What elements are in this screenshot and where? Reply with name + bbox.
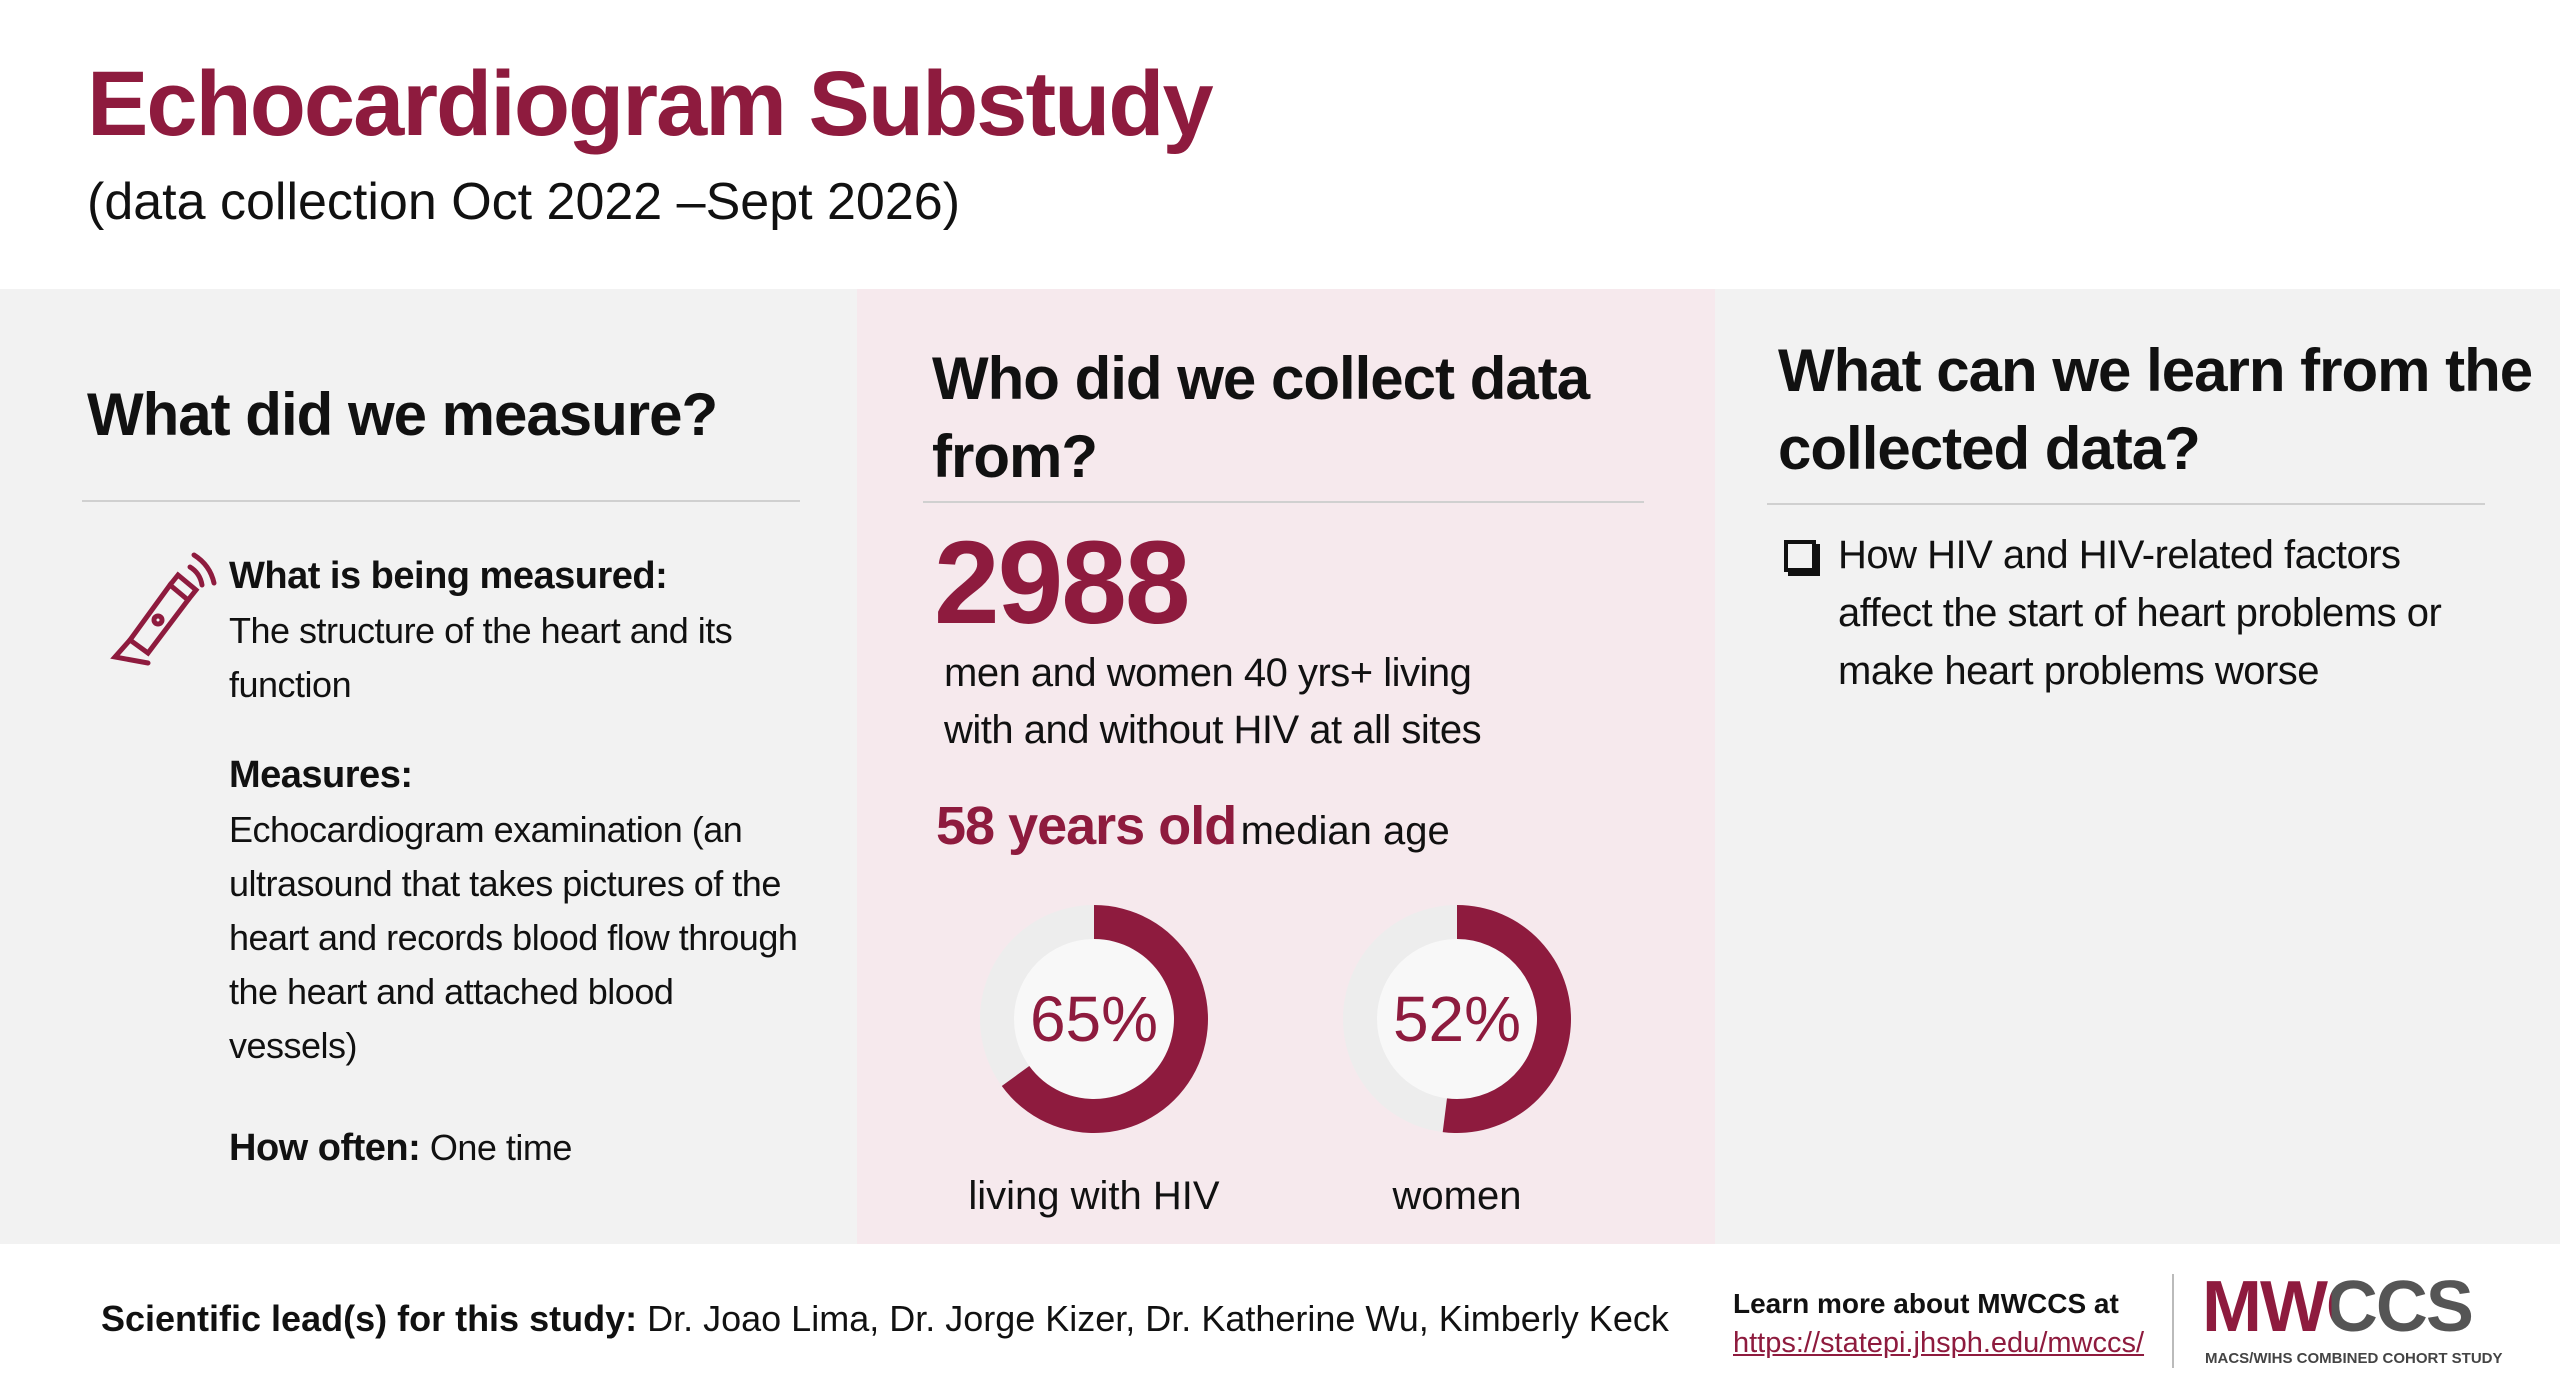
link[interactable]: https://statepi.jhsph.edu/mwccs/ [1733,1327,2145,1359]
logo: MWCCS [2202,1267,2474,1347]
label: What is being measured: [229,555,668,597]
divider [2172,1274,2174,1368]
how-often: How often: One time [229,1121,572,1175]
label: Scientific lead(s) for this study: [101,1298,638,1339]
text: Dr. Joao Lima, Dr. Jorge Kizer, Dr. Kath… [647,1298,1669,1339]
label: How often: [229,1127,421,1169]
text: One time [429,1127,573,1168]
donut-hole [1377,939,1537,1099]
label: Measures: [229,754,413,796]
count: 2988 [934,517,1191,649]
panel-learn [1715,289,2560,1244]
donut-caption: women [1392,1174,1522,1218]
subtitle: (data collection Oct 2022 –Sept 2026) [87,173,961,231]
checkbox [1784,540,1816,572]
donut-hole [1014,939,1174,1099]
donut-label: 65% [1030,983,1158,1055]
heading: Who did we collect data from? [932,345,1590,490]
age-line: 58 years old median age [936,795,1450,857]
age: 58 years old [936,796,1237,856]
title: Echocardiogram Substudy [87,53,1214,155]
probe-icon [110,552,217,666]
donut-charts: 65% living with HIV 52% women [968,905,1572,1218]
bullet: How HIV and HIV-related factors affect t… [1780,526,2480,700]
logo-tagline: MACS/WIHS COMBINED COHORT STUDY [2205,1350,2503,1367]
divider [1767,503,2485,505]
bullet-list: How HIV and HIV-related factors affect t… [1780,526,2480,700]
text: The structure of the heart and its funct… [229,610,733,705]
divider [923,501,1644,503]
donut-arc [1001,905,1208,1133]
heading: What did we measure? [87,381,718,448]
age-text: median age [1240,809,1450,853]
heading: What can we learn from the collected dat… [1778,337,2533,482]
count-text: men and women 40 yrs+ living with and wi… [944,651,1482,752]
bullet-text: How HIV and HIV-related factors affect t… [1838,533,2442,693]
donut-caption: living with HIV [968,1174,1220,1218]
learn-more: Learn more about MWCCS at [1733,1288,2119,1319]
leads: Scientific lead(s) for this study: Dr. J… [101,1298,1669,1340]
text: Echocardiogram examination (an ultrasoun… [229,809,798,1066]
donut-arc [1442,905,1572,1133]
donut-label: 52% [1393,983,1521,1055]
panel-measure [0,289,857,1244]
divider [82,500,800,502]
panel-who [857,289,1715,1244]
